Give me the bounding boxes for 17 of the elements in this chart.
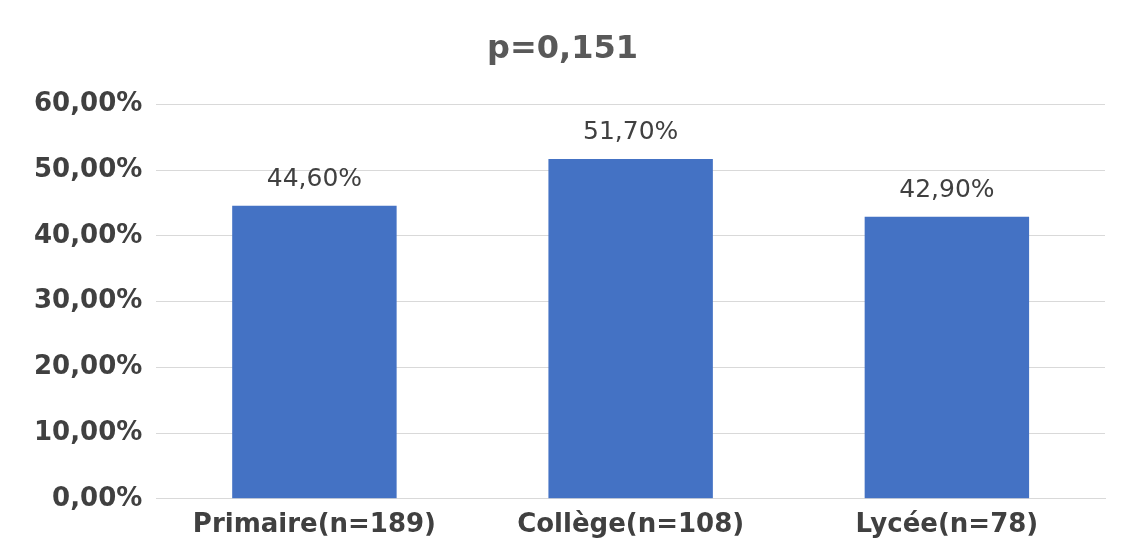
data-label: 51,70% xyxy=(582,115,679,145)
bar xyxy=(232,205,397,499)
y-tick-label: 60,00% xyxy=(33,87,143,118)
y-tick-label: 30,00% xyxy=(33,284,143,315)
y-tick-label: 10,00% xyxy=(33,415,143,446)
chart-title: p=0,151 xyxy=(487,27,638,66)
y-tick-label: 40,00% xyxy=(33,218,143,249)
data-label: 42,90% xyxy=(899,173,995,203)
y-tick-label: 20,00% xyxy=(33,350,143,381)
y-tick-label: 0,00% xyxy=(52,481,143,512)
x-tick-label: Primaire(n=189) xyxy=(192,508,436,539)
data-label: 44,60% xyxy=(266,162,363,192)
y-tick-label: 50,00% xyxy=(33,152,143,183)
bar xyxy=(548,158,713,499)
x-tick-label: Collège(n=108) xyxy=(517,508,745,539)
bar xyxy=(864,216,1030,499)
x-tick-label: Lycée(n=78) xyxy=(855,508,1039,539)
